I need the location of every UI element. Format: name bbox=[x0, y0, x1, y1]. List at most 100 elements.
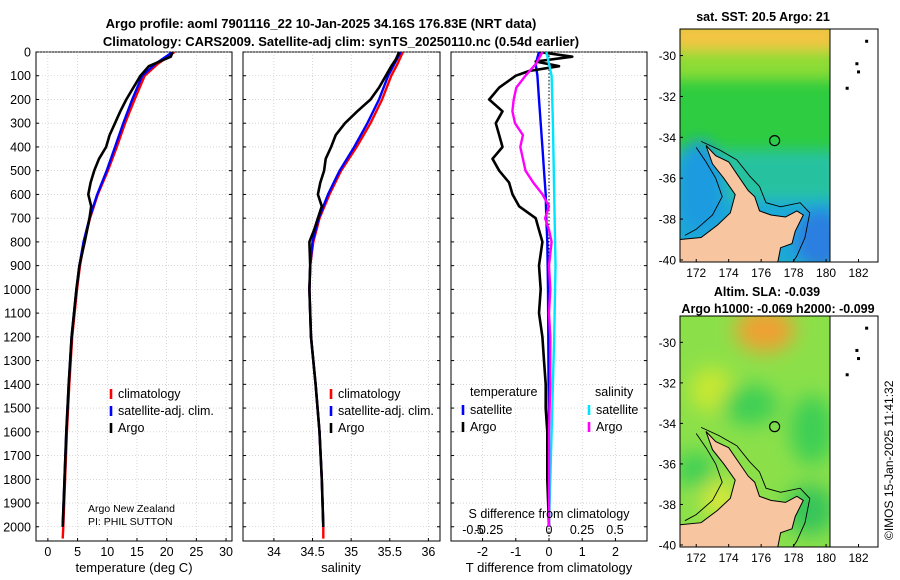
salinity-difference-ticks: -0.5-0.25 0 0.25 0.5 bbox=[462, 523, 624, 537]
depth-label-600: 600 bbox=[10, 188, 31, 202]
temperature-panel: 0100200300400500600700800900100011001200… bbox=[3, 46, 233, 576]
sla-low-east bbox=[790, 395, 830, 465]
salinity-series-argo bbox=[308, 52, 401, 527]
depth-label-300: 300 bbox=[10, 117, 31, 131]
difference-xtick-label-0: 0 bbox=[546, 545, 553, 559]
sla-map-xtick-label-182: 182 bbox=[849, 551, 869, 565]
sst-map-ticks: 172 174 176 178 180 182 -30 -32 -34 -36 -38 -40 bbox=[659, 49, 869, 280]
temperature-xtick-label-20: 20 bbox=[160, 545, 174, 559]
temperature-legend: climatology satellite-adj. clim. Argo bbox=[109, 387, 214, 435]
title-line-2: Climatology: CARS2009. Satellite-adj cli… bbox=[103, 34, 579, 49]
temperature-grid bbox=[36, 51, 232, 541]
difference-xtick-label-1: 1 bbox=[579, 545, 586, 559]
temperature-x-ticks: 0 5 10 15 20 25 30 bbox=[44, 538, 233, 559]
depth-label-0: 0 bbox=[24, 46, 31, 60]
s-diff-tick--0.25: -0.25 bbox=[475, 523, 504, 537]
depth-label-500: 500 bbox=[10, 164, 31, 178]
depth-label-1400: 1400 bbox=[3, 378, 31, 392]
salinity-grid bbox=[243, 51, 440, 541]
salinity-xtick-label-35: 35 bbox=[344, 545, 358, 559]
sla-map-island-2 bbox=[857, 357, 861, 361]
kermadec-islands-sla bbox=[845, 326, 869, 377]
difference-xtick-label--2: -2 bbox=[477, 545, 488, 559]
salinity-axes-box bbox=[242, 51, 441, 542]
imos-stamp: ©IMOS 15-Jan-2025 11:41:32 bbox=[882, 380, 896, 540]
sst-map-xtick-label-182: 182 bbox=[849, 266, 869, 280]
argo-position-marker bbox=[769, 134, 781, 147]
salinity-xtick-label-35.5: 35.5 bbox=[378, 545, 402, 559]
sla-map-island-3 bbox=[845, 373, 849, 377]
salinity-xtick-label-36: 36 bbox=[421, 545, 435, 559]
difference-lines bbox=[487, 52, 574, 527]
sst-map-xtick-label-172: 172 bbox=[686, 266, 706, 280]
sla-map-subtitle: Argo h1000: -0.069 h2000: -0.099 bbox=[681, 302, 874, 316]
temperature-xlabel: temperature (deg C) bbox=[75, 560, 192, 575]
sst-map-ytick-label--36: -36 bbox=[659, 172, 677, 186]
temperature-xtick-label-30: 30 bbox=[219, 545, 233, 559]
sla-map-ytick-label--40: -40 bbox=[659, 538, 677, 552]
difference-panel: -2 -1 0 1 2 -0.5-0.25 0 0.25 0.5 T difference f… bbox=[450, 51, 648, 575]
sst-shelf-contour bbox=[684, 140, 811, 262]
depth-label-400: 400 bbox=[10, 140, 31, 154]
salinity-x-ticks: 34 34.5 35 35.5 36 bbox=[267, 538, 435, 559]
sla-high-north bbox=[735, 316, 795, 352]
s-diff-tick-0: 0 bbox=[546, 523, 553, 537]
difference-series-s-argo bbox=[511, 52, 553, 527]
difference-t-legend-label-1: Argo bbox=[470, 420, 496, 434]
sla-map-ytick-label--30: -30 bbox=[659, 336, 677, 350]
s-diff-tick--0.5: -0.5 bbox=[462, 523, 484, 537]
difference-legend: temperature salinity satellite Argo satellit… bbox=[461, 385, 638, 434]
sla-map-ytick-label--36: -36 bbox=[659, 457, 677, 471]
sla-map-ytick-label--32: -32 bbox=[659, 376, 677, 390]
sla-field bbox=[680, 316, 830, 535]
salinity-legend-label-1: satellite-adj. clim. bbox=[338, 404, 434, 418]
sst-map-ytick-label--34: -34 bbox=[659, 131, 677, 145]
temperature-lines bbox=[61, 52, 176, 539]
float-pi-label: PI: PHIL SUTTON bbox=[88, 516, 173, 528]
difference-s-legend-label-1: Argo bbox=[596, 420, 622, 434]
salinity-xlabel: salinity bbox=[321, 560, 361, 575]
difference-series-t-satellite bbox=[534, 52, 551, 527]
kermadec-islands bbox=[845, 39, 869, 90]
sst-map-xtick-label-180: 180 bbox=[816, 266, 836, 280]
sst-map-island-2 bbox=[857, 70, 861, 74]
difference-legend-title-temperature: temperature bbox=[470, 385, 537, 399]
sla-map-island-1 bbox=[855, 348, 859, 352]
salinity-legend-label-0: climatology bbox=[338, 387, 401, 401]
difference-x-ticks: -2 -1 0 1 2 bbox=[477, 538, 619, 559]
depth-label-1300: 1300 bbox=[3, 354, 31, 368]
sst-map-ytick-label--40: -40 bbox=[659, 253, 677, 267]
temperature-legend-label-0: climatology bbox=[118, 387, 181, 401]
sst-cold-patch-east bbox=[795, 210, 830, 262]
sst-map-ytick-label--30: -30 bbox=[659, 49, 677, 63]
sla-map-xtick-label-176: 176 bbox=[751, 551, 771, 565]
difference-series-t-argo bbox=[487, 52, 574, 527]
temperature-series-argo bbox=[61, 52, 174, 527]
depth-label-100: 100 bbox=[10, 69, 31, 83]
depth-label-1200: 1200 bbox=[3, 330, 31, 344]
salinity-panel: 34 34.5 35 35.5 36 salinity climatology satel… bbox=[242, 51, 441, 575]
depth-label-2000: 2000 bbox=[3, 520, 31, 534]
depth-label-1900: 1900 bbox=[3, 497, 31, 511]
sla-map-ytick-label--38: -38 bbox=[659, 498, 677, 512]
salinity-lines bbox=[308, 52, 404, 539]
argo-position-marker-sla bbox=[769, 421, 781, 433]
s-diff-tick-0.5: 0.5 bbox=[606, 523, 623, 537]
temperature-xtick-label-15: 15 bbox=[130, 545, 144, 559]
sst-map-island-3 bbox=[845, 86, 849, 90]
depth-label-1600: 1600 bbox=[3, 425, 31, 439]
depth-label-700: 700 bbox=[10, 212, 31, 226]
difference-legend-title-salinity: salinity bbox=[595, 385, 634, 399]
depth-label-1500: 1500 bbox=[3, 402, 31, 416]
sla-low-center bbox=[722, 385, 778, 425]
difference-s-legend-label-0: satellite bbox=[596, 403, 638, 417]
depth-label-1100: 1100 bbox=[4, 307, 31, 321]
depth-tick-labels: 0 100 200 300 400 500 600 700 800 900 1000 1100 1200… bbox=[3, 46, 31, 535]
difference-series-s-satellite bbox=[545, 52, 557, 527]
sst-map-xtick-label-174: 174 bbox=[719, 266, 739, 280]
difference-xlabel-top: S difference from climatology bbox=[469, 507, 631, 521]
temperature-xtick-label-5: 5 bbox=[74, 545, 81, 559]
sst-land bbox=[680, 145, 804, 262]
sla-map-east-area bbox=[829, 315, 879, 548]
